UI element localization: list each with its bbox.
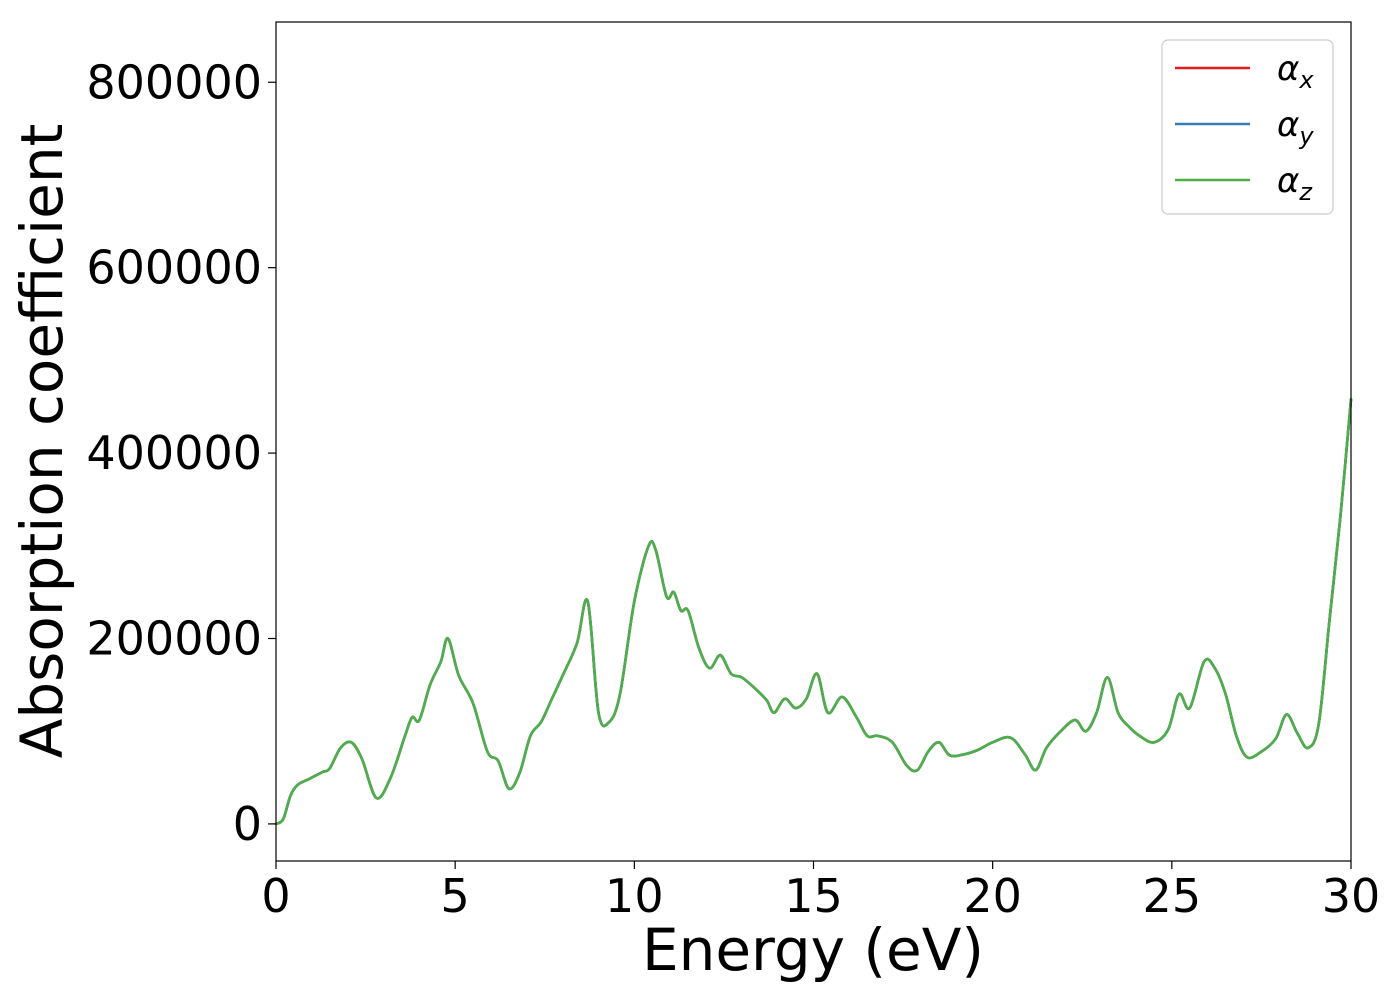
series-layer [274, 398, 1353, 826]
legend-box [1161, 39, 1334, 215]
legend: αx αy αz [1161, 39, 1334, 215]
legend-label-alpha-x: αx [1277, 49, 1314, 94]
legend-items: αx αy αz [1175, 49, 1314, 206]
x-tick-label: 25 [1143, 869, 1202, 923]
x-tick-label: 10 [605, 869, 664, 923]
y-axis: 0 200000 400000 600000 800000 [86, 55, 276, 851]
x-tick-label: 15 [784, 869, 843, 923]
y-tick-label: 400000 [86, 426, 262, 480]
y-tick-label: 0 [233, 797, 262, 851]
y-tick-label: 200000 [86, 612, 262, 666]
y-tick-label: 800000 [86, 55, 262, 109]
x-tick-label: 0 [261, 869, 290, 923]
x-axis-label: Energy (eV) [642, 916, 984, 984]
legend-label-alpha-y: αy [1277, 105, 1314, 150]
x-tick-label: 5 [441, 869, 470, 923]
y-tick-label: 600000 [86, 241, 262, 295]
x-tick-label: 30 [1322, 869, 1381, 923]
x-tick-label: 20 [963, 869, 1022, 923]
x-axis: 0 5 10 15 20 25 30 [261, 861, 1380, 923]
legend-label-alpha-z: αz [1277, 161, 1313, 206]
series-line-alpha-z [274, 398, 1353, 826]
y-axis-label: Absorption coefficient [8, 124, 76, 759]
